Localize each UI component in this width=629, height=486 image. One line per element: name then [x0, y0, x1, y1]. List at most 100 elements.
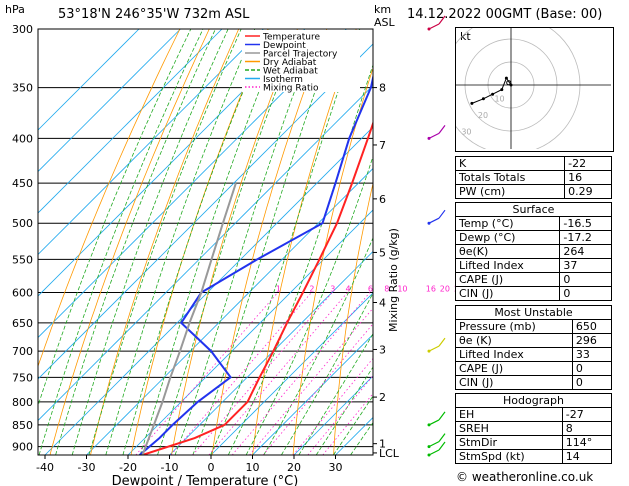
mixing-ratio-label: 20	[440, 285, 450, 294]
hodograph-panel: kt	[455, 27, 614, 152]
wind-barb	[427, 15, 446, 31]
pressure-tick-label: 300	[12, 23, 33, 36]
index-row: StmDir 114°	[455, 435, 613, 450]
wind-barb-flag	[438, 337, 446, 347]
isotherm-line	[252, 333, 373, 455]
wind-barb-station	[427, 349, 431, 353]
x-axis-label: Dewpoint / Temperature (°C)	[112, 474, 299, 486]
index-value: 0.29	[564, 184, 612, 199]
index-value: 0	[559, 272, 612, 287]
copyright-footer[interactable]: © weatheronline.co.uk	[456, 470, 594, 484]
pressure-tick-label: 650	[12, 317, 33, 330]
isotherm-line	[38, 43, 373, 380]
pressure-tick-label: 900	[12, 441, 33, 454]
hodograph-ring-label: 20	[478, 111, 488, 120]
index-label: Temp (°C)	[454, 216, 561, 231]
height-tick-label: 1	[379, 438, 386, 451]
mixing-ratio-line	[208, 292, 348, 455]
x-tick-label: 10	[246, 461, 260, 474]
index-row: CAPE (J) 0	[455, 361, 613, 376]
height-tick-label: 5	[379, 246, 386, 259]
y-axis-label: Mixing Ratio (g/kg)	[387, 228, 400, 332]
wind-barb-flag	[438, 441, 446, 451]
index-row: StmSpd (kt) 14	[455, 449, 613, 464]
hodograph-ring-label: 10	[494, 95, 504, 104]
mixing-ratio-label: 2	[309, 285, 314, 294]
wind-barb-shaft	[428, 23, 440, 30]
wet-adiabat-line	[55, 29, 216, 455]
index-row: SREH 8	[455, 421, 613, 436]
isotherm-line	[86, 167, 373, 455]
height-tick-label: 2	[379, 391, 386, 404]
index-value: 37	[559, 258, 612, 273]
mixing-ratio-line	[135, 292, 279, 455]
x-tick-label: -30	[78, 461, 96, 474]
mixing-ratio-line	[262, 323, 373, 455]
wind-barb	[427, 411, 446, 427]
wind-barb	[427, 337, 446, 353]
height-tick-label: 6	[379, 193, 386, 206]
wet-adiabat-line	[174, 29, 319, 455]
x-tick-label: 20	[287, 461, 301, 474]
wind-barb-station	[427, 423, 431, 427]
index-value: -27	[561, 407, 613, 422]
pressure-tick-label: 750	[12, 371, 33, 384]
wet-adiabat-line	[139, 29, 285, 455]
mixing-ratio-label: 8	[384, 285, 389, 294]
wind-barb-station	[427, 453, 431, 457]
x-tick-label: -40	[36, 461, 54, 474]
index-label: CIN (J)	[454, 286, 561, 301]
unstable-table: Most Unstable Pressure (mb) 650 θe (K) 296 Li…	[455, 305, 613, 390]
legend-label: Temperature	[262, 33, 320, 43]
height-tick-label: 3	[379, 343, 386, 356]
isotherm-line	[38, 29, 306, 297]
wet-adiabat-line	[245, 155, 373, 455]
surface-table: Surface Temp (°C) -16.5 Dewp (°C) -17.2 θe(K)…	[454, 202, 612, 301]
wind-barb-flag	[438, 125, 446, 134]
index-label: CAPE (J)	[454, 272, 561, 287]
hodograph-chart: 10 20 30	[456, 28, 611, 149]
height-tick-label: 7	[379, 139, 386, 152]
index-row: Dewp (°C) -17.2	[454, 230, 612, 245]
mixing-ratio-line	[292, 357, 373, 455]
legend-box	[242, 30, 360, 92]
index-value: 14	[561, 449, 613, 464]
dry-adiabat-line	[252, 29, 357, 455]
isotherm-line	[38, 29, 223, 214]
section-title: Hodograph	[455, 393, 612, 408]
wet-adiabat-line	[88, 29, 242, 455]
section-title: Surface	[455, 202, 612, 217]
index-value: 0	[571, 375, 613, 390]
legend-label: Dry Adiabat	[263, 58, 317, 68]
pressure-tick-label: 350	[12, 82, 33, 95]
wind-barb-column	[427, 15, 446, 457]
index-label: K	[454, 156, 566, 171]
wind-barb	[427, 433, 446, 449]
index-row: Lifted Index 33	[455, 347, 613, 362]
pressure-tick-label: 700	[12, 345, 33, 358]
hodograph-point	[491, 92, 495, 96]
wet-adiabat-line	[157, 29, 301, 455]
pressure-tick-label: 550	[12, 253, 33, 266]
wind-barb-flag	[438, 433, 446, 443]
hodo-table: Hodograph EH -27 SREH 8 StmDir 114° StmSpd (kt)…	[455, 393, 613, 464]
pressure-unit-label: hPa	[5, 3, 25, 16]
mixing-ratio-label: 4	[346, 285, 351, 294]
index-label: Lifted Index	[454, 258, 561, 273]
height-unit-label: km ASL	[374, 3, 395, 29]
index-label: PW (cm)	[454, 184, 566, 199]
index-row: CAPE (J) 0	[454, 272, 612, 287]
x-tick-label: -20	[119, 461, 137, 474]
x-tick-label: 30	[329, 461, 343, 474]
index-label: θe (K)	[455, 333, 573, 348]
index-value: 650	[571, 319, 613, 334]
wind-barb-station	[427, 136, 431, 140]
index-row: EH -27	[455, 407, 613, 422]
isotherm-line	[169, 250, 373, 455]
mixing-ratio-label: 6	[368, 285, 373, 294]
dry-adiabat-line	[38, 29, 181, 368]
index-row: Temp (°C) -16.5	[454, 216, 612, 231]
height-tick-label: 4	[379, 297, 386, 310]
wet-adiabat-line	[105, 29, 256, 455]
